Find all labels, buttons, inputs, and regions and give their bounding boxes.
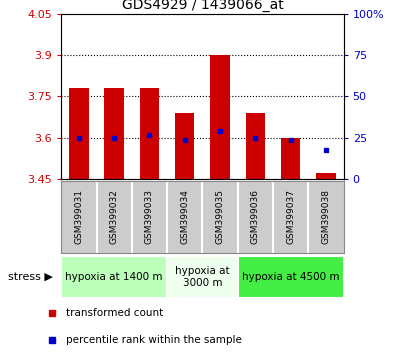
- Bar: [69, 88, 88, 179]
- Text: GSM399034: GSM399034: [180, 189, 189, 244]
- Text: GSM399032: GSM399032: [110, 189, 118, 244]
- Text: GSM399038: GSM399038: [322, 189, 331, 244]
- Text: GSM399037: GSM399037: [286, 189, 295, 244]
- Text: GSM399031: GSM399031: [74, 189, 83, 244]
- Text: GSM399036: GSM399036: [251, 189, 260, 244]
- Bar: [246, 113, 265, 179]
- Text: percentile rank within the sample: percentile rank within the sample: [66, 335, 242, 344]
- Text: stress ▶: stress ▶: [8, 272, 53, 282]
- Bar: [140, 88, 159, 179]
- Bar: [238, 256, 344, 298]
- Text: hypoxia at 4500 m: hypoxia at 4500 m: [242, 272, 339, 282]
- Bar: [61, 256, 167, 298]
- Text: hypoxia at
3000 m: hypoxia at 3000 m: [175, 266, 230, 288]
- Text: transformed count: transformed count: [66, 308, 164, 318]
- Title: GDS4929 / 1439066_at: GDS4929 / 1439066_at: [122, 0, 283, 12]
- Bar: [316, 173, 336, 179]
- Bar: [104, 88, 124, 179]
- Text: GSM399035: GSM399035: [216, 189, 225, 244]
- Text: hypoxia at 1400 m: hypoxia at 1400 m: [66, 272, 163, 282]
- Bar: [175, 113, 194, 179]
- Bar: [281, 138, 301, 179]
- Bar: [211, 55, 230, 179]
- Bar: [167, 256, 238, 298]
- Text: GSM399033: GSM399033: [145, 189, 154, 244]
